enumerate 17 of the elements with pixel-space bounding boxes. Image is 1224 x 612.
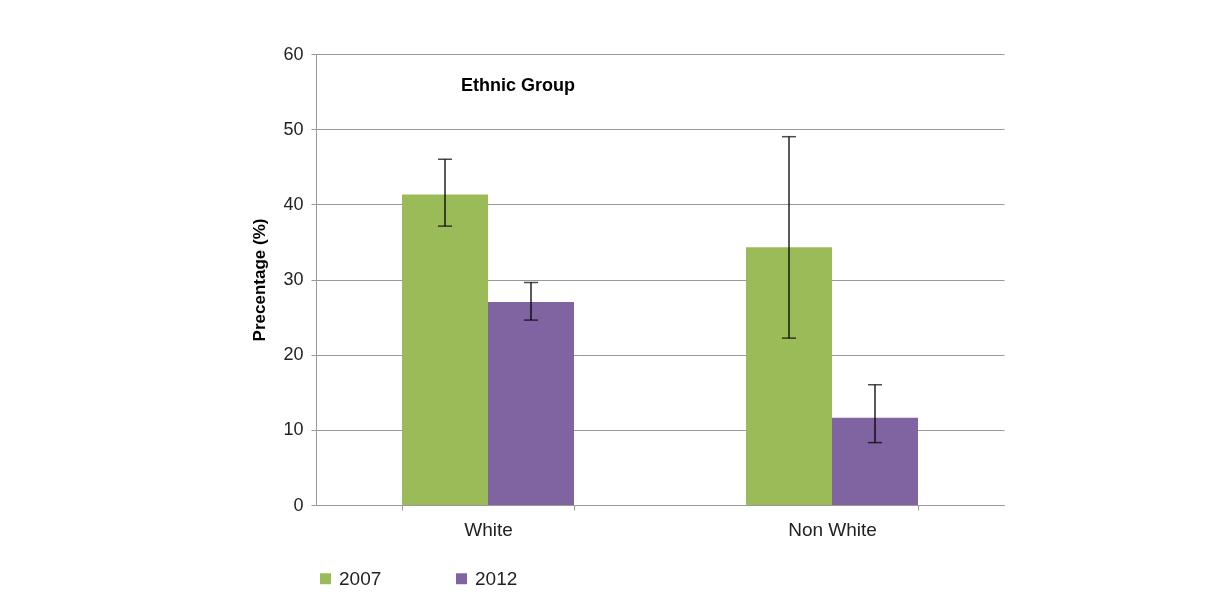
bar <box>488 302 574 505</box>
y-tick-label: 50 <box>283 118 304 139</box>
y-tick-label: 40 <box>283 193 304 214</box>
x-tick-label: White <box>464 518 513 540</box>
bar <box>746 247 832 505</box>
y-tick-label: 30 <box>283 269 304 289</box>
x-tick-label: Non White <box>788 518 877 540</box>
text: Ethnic Group <box>460 75 575 95</box>
bar <box>832 417 918 505</box>
legend-label: 2007 <box>339 567 382 589</box>
y-tick-label: 0 <box>293 494 304 515</box>
y-tick-label: 10 <box>283 419 304 440</box>
legend-label: 2012 <box>475 567 518 589</box>
y-tick-label: 20 <box>283 344 304 365</box>
y-axis-title: Precentage (%) <box>250 218 270 342</box>
y-tick-label: 60 <box>283 43 304 64</box>
bar <box>402 194 488 505</box>
